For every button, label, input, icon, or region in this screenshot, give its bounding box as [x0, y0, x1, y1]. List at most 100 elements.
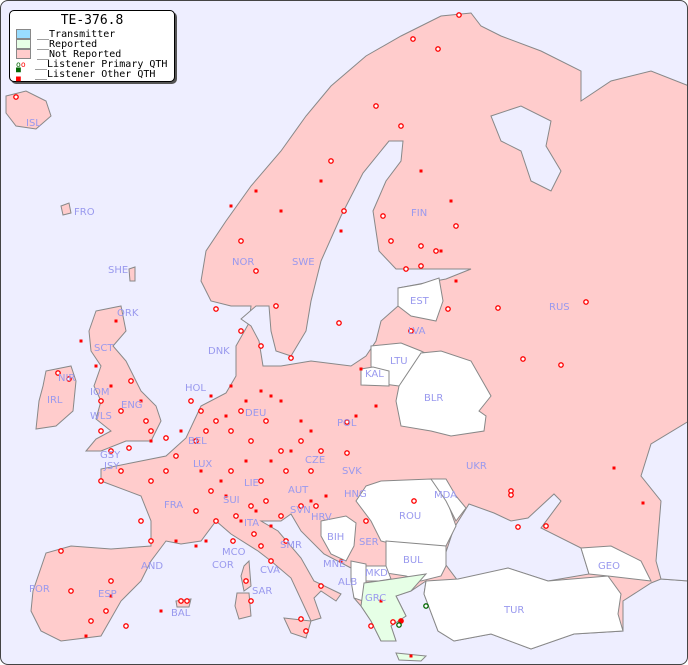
listener-primary-marker [380, 213, 386, 219]
listener-primary-marker [453, 223, 459, 229]
listener-other-marker [174, 539, 178, 543]
country-label-aut: AUT [288, 485, 309, 496]
listener-other-marker [309, 499, 313, 503]
listener-other-marker [199, 469, 203, 473]
listener-primary-marker [373, 103, 379, 109]
listener-primary-marker [184, 598, 190, 604]
listener-other-marker [114, 319, 118, 323]
listener-primary-marker [98, 398, 104, 404]
listener-primary-marker [148, 538, 154, 544]
country-label-sui: SUI [223, 495, 240, 506]
country-label-hrv: HRV [311, 512, 332, 523]
country-label-blr: BLR [424, 393, 444, 404]
listener-primary-marker [410, 36, 416, 42]
country-label-pol: POL [337, 418, 357, 429]
listener-primary-marker [258, 478, 264, 484]
listener-other-marker [454, 279, 458, 283]
country-rou [355, 478, 457, 547]
island-great-britain [84, 305, 162, 452]
listener-other-marker [339, 229, 343, 233]
country-label-grc: GRC [365, 593, 387, 604]
listener-other-marker [239, 519, 243, 523]
listener-other-marker [324, 494, 328, 498]
country-label-rus: RUS [549, 302, 570, 313]
country-label-sct: SCT [94, 343, 114, 354]
country-label-jsy: JSY [104, 461, 120, 472]
caspian-sea [640, 421, 687, 582]
listener-primary-marker [298, 616, 304, 622]
listener-primary-marker [213, 418, 219, 424]
listener-markers [13, 12, 645, 658]
listener-other-marker [219, 479, 223, 483]
listener-primary-marker [98, 478, 104, 484]
listener-primary-marker [251, 531, 257, 537]
listener-primary-marker [418, 263, 424, 269]
listener-other-marker [319, 179, 323, 183]
island-corsica [240, 559, 252, 592]
country-label-bal: BAL [171, 608, 191, 619]
listener-primary-marker [203, 428, 209, 434]
listener-primary-marker [403, 266, 409, 272]
listener-other-marker [279, 209, 283, 213]
listener-primary-marker [108, 578, 114, 584]
listener-other-marker [279, 399, 283, 403]
listener-primary-marker [278, 448, 284, 454]
listener-other-marker [419, 169, 423, 173]
listener-primary-marker [66, 376, 72, 382]
listener-other-marker [289, 449, 293, 453]
listener-primary-marker [238, 408, 244, 414]
country-label-fro: FRO [74, 207, 95, 218]
listener-primary-marker [273, 303, 279, 309]
country-label-nir: NIR [58, 373, 76, 384]
listener-primary-marker [238, 328, 244, 334]
country-blr [395, 350, 492, 437]
country-label-rou: ROU [399, 511, 422, 522]
listener-primary-marker [388, 238, 394, 244]
island-ireland [35, 365, 77, 430]
country-mda [430, 478, 467, 522]
listener-primary-marker [283, 468, 289, 474]
listener-primary-marker [188, 398, 194, 404]
legend-label: __Listener Other QTH [35, 68, 156, 80]
listener-other-marker [269, 394, 273, 398]
listener-other-marker [149, 439, 153, 443]
listener-primary-marker [508, 492, 514, 498]
listener-other-marker [309, 429, 313, 433]
listener-other-marker [139, 399, 143, 403]
listener-primary-marker [98, 428, 104, 434]
listener-primary-marker [238, 238, 244, 244]
listener-other-marker [641, 501, 645, 505]
country-label-fra: FRA [164, 500, 184, 511]
listener-primary-marker [288, 355, 294, 361]
country-label-lux: LUX [193, 459, 213, 470]
listener-primary-marker [263, 498, 269, 504]
listener-primary-marker [344, 450, 350, 456]
country-label-mda: MDA [434, 490, 457, 501]
listener-primary-marker [193, 508, 199, 514]
country-label-svk: SVK [342, 466, 362, 477]
country-label-cor: COR [212, 560, 234, 571]
country-label-ork: ORK [117, 308, 139, 319]
country-label-gsy: GSY [100, 450, 121, 461]
listener-primary-marker [198, 408, 204, 414]
country-label-lva: LVA [408, 326, 426, 337]
listener-other-marker [209, 394, 213, 398]
country-label-irl: IRL [47, 395, 63, 406]
country-label-smr: SMR [280, 540, 302, 551]
listener-primary-marker [13, 94, 19, 100]
listener-primary-marker [163, 468, 169, 474]
listener-other-marker [354, 414, 358, 418]
baltic-sea [240, 140, 472, 367]
listener-other-marker [109, 594, 113, 598]
island-iceland [5, 90, 52, 130]
listener-primary-marker [363, 518, 369, 524]
legend-item-primary-qth: oo __Listener Primary QTH [10, 59, 174, 70]
legend-item-reported: __Reported [10, 39, 174, 50]
listener-primary-marker [268, 558, 274, 564]
country-label-bul: BUL [403, 555, 423, 566]
listener-primary-marker [495, 305, 501, 311]
listener-primary-marker [258, 543, 264, 549]
country-label-est: EST [410, 296, 429, 307]
listener-other-marker [179, 429, 183, 433]
